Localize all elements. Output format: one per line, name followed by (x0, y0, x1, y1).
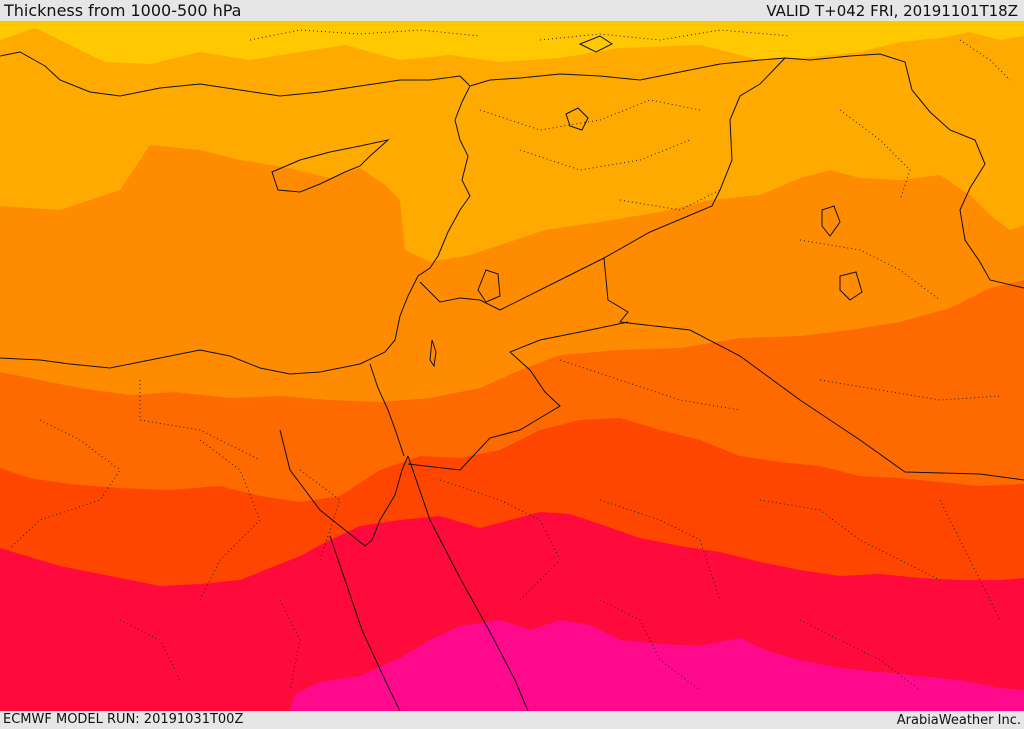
map-canvas (0, 21, 1024, 711)
gulf-suez-coast (279, 429, 409, 547)
band-7 (290, 620, 1024, 711)
thickness-map[interactable] (0, 21, 1024, 711)
lakes (477, 35, 863, 303)
map-header: Thickness from 1000-500 hPa VALID T+042 … (0, 0, 1024, 21)
red-sea-coast-east (407, 455, 529, 711)
red-sea-coast-west (329, 535, 401, 711)
model-run: ECMWF MODEL RUN: 20191031T00Z (3, 712, 244, 727)
dead-sea (429, 339, 437, 368)
map-title: Thickness from 1000-500 hPa (4, 1, 242, 20)
credit-label: ArabiaWeather Inc. (896, 713, 1021, 728)
valid-time: VALID T+042 FRI, 20191101T18Z (766, 2, 1018, 20)
coastline (0, 51, 471, 375)
country-borders (369, 53, 1024, 481)
admin-boundaries (9, 29, 1011, 691)
cyprus-outline (271, 139, 390, 193)
map-footer: ECMWF MODEL RUN: 20191031T00Z ArabiaWeat… (0, 711, 1024, 729)
